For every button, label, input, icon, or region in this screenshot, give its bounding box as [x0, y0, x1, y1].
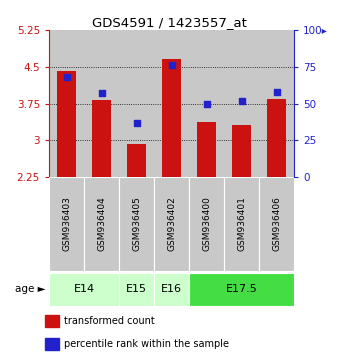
Bar — [154, 177, 189, 271]
Bar — [119, 30, 154, 177]
Bar — [49, 177, 84, 271]
Text: E14: E14 — [73, 284, 95, 295]
Bar — [162, 59, 181, 177]
Bar — [267, 99, 286, 177]
Text: E16: E16 — [161, 284, 182, 295]
Bar — [189, 30, 224, 177]
Bar — [197, 122, 216, 177]
Bar — [127, 144, 146, 177]
Text: GSM936404: GSM936404 — [97, 196, 106, 251]
Bar — [57, 71, 76, 177]
Point — [169, 63, 174, 68]
Point — [64, 74, 69, 80]
Text: E15: E15 — [126, 284, 147, 295]
Point — [99, 90, 104, 96]
Bar — [119, 177, 154, 271]
Bar — [84, 177, 119, 271]
Bar — [92, 99, 111, 177]
Bar — [224, 177, 259, 271]
Bar — [259, 177, 294, 271]
Text: percentile rank within the sample: percentile rank within the sample — [64, 339, 229, 349]
Bar — [49, 273, 119, 306]
Bar — [45, 315, 59, 327]
Bar — [84, 30, 119, 177]
Text: GSM936400: GSM936400 — [202, 196, 211, 251]
Text: GSM936402: GSM936402 — [167, 196, 176, 251]
Bar — [45, 338, 59, 350]
Text: GSM936405: GSM936405 — [132, 196, 141, 251]
Point — [239, 98, 244, 103]
Bar — [189, 273, 294, 306]
Bar — [49, 30, 84, 177]
Bar — [154, 30, 189, 177]
Text: age ►: age ► — [15, 284, 46, 295]
Text: transformed count: transformed count — [64, 316, 155, 326]
Text: E17.5: E17.5 — [226, 284, 258, 295]
Text: GSM936403: GSM936403 — [62, 196, 71, 251]
Text: GDS4591 / 1423557_at: GDS4591 / 1423557_at — [92, 16, 246, 29]
Bar — [119, 273, 154, 306]
Bar — [232, 125, 251, 177]
Text: GSM936406: GSM936406 — [272, 196, 281, 251]
Point — [134, 120, 139, 125]
Bar — [154, 273, 189, 306]
Point — [274, 89, 279, 95]
Text: GSM936401: GSM936401 — [237, 196, 246, 251]
Point — [204, 101, 209, 106]
Bar — [259, 30, 294, 177]
Bar — [224, 30, 259, 177]
Bar — [189, 177, 224, 271]
